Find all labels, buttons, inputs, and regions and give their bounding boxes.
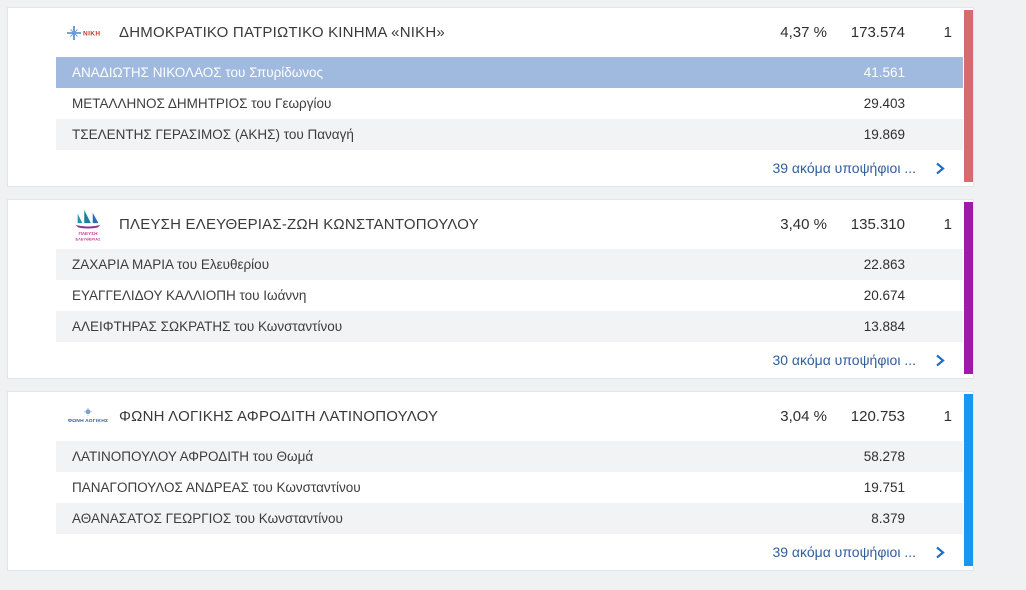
party-percent: 3,04 %	[780, 408, 827, 425]
party-name: ΠΛΕΥΣΗ ΕΛΕΥΘΕΡΙΑΣ-ΖΩΗ ΚΩΝΣΤΑΝΤΟΠΟΥΛΟΥ	[119, 216, 479, 233]
candidate-name: ΕΥΑΓΓΕΛΙΔΟΥ ΚΑΛΛΙΟΠΗ του Ιωάννη	[72, 288, 307, 303]
candidate-row[interactable]: ΛΑΤΙΝΟΠΟΥΛΟΥ ΑΦΡΟΔΙΤΗ του Θωμά 58.278	[56, 441, 963, 472]
more-candidates-link[interactable]: 30 ακόμα υποψήφιοι ...	[772, 352, 945, 368]
party-seats: 1	[943, 408, 952, 425]
party-seats: 1	[943, 216, 952, 233]
candidate-votes: 22.863	[863, 257, 905, 272]
party-votes: 135.310	[850, 216, 905, 233]
candidate-row-selected[interactable]: ΑΝΑΔΙΩΤΗΣ ΝΙΚΟΛΑΟΣ του Σπυρίδωνος 41.561	[56, 57, 963, 88]
party-header-row[interactable]: ΦΩΝΗ ΛΟΓΙΚΗΣ ΦΩΝΗ ΛΟΓΙΚΗΣ ΑΦΡΟΔΙΤΗ ΛΑΤΙΝ…	[8, 392, 973, 441]
candidate-votes: 8.379	[871, 511, 905, 526]
candidate-row[interactable]: ΜΕΤΑΛΛΗΝΟΣ ΔΗΜΗΤΡΙΟΣ του Γεωργίου 29.403	[56, 88, 963, 119]
candidate-row[interactable]: ΤΣΕΛΕΝΤΗΣ ΓΕΡΑΣΙΜΟΣ (ΑΚΗΣ) του Παναγή 19…	[56, 119, 963, 150]
party-color-bar	[964, 10, 973, 182]
candidate-votes: 20.674	[863, 288, 905, 303]
party-name: ΦΩΝΗ ΛΟΓΙΚΗΣ ΑΦΡΟΔΙΤΗ ΛΑΤΙΝΟΠΟΥΛΟΥ	[119, 408, 439, 425]
candidate-list: ΛΑΤΙΝΟΠΟΥΛΟΥ ΑΦΡΟΔΙΤΗ του Θωμά 58.278 ΠΑ…	[56, 441, 963, 534]
party-color-bar	[964, 202, 973, 374]
more-candidates-label: 39 ακόμα υποψήφιοι ...	[772, 544, 916, 560]
more-candidates-link[interactable]: 39 ακόμα υποψήφιοι ...	[772, 160, 945, 176]
party-votes: 173.574	[850, 24, 905, 41]
niki-party-logo-icon: ΝΙΚΗ	[66, 25, 110, 41]
more-candidates-label: 30 ακόμα υποψήφιοι ...	[772, 352, 916, 368]
candidate-row[interactable]: ΖΑΧΑΡΙΑ ΜΑΡΙΑ του Ελευθερίου 22.863	[56, 249, 963, 280]
candidate-votes: 58.278	[863, 449, 905, 464]
more-candidates-link[interactable]: 39 ακόμα υποψήφιοι ...	[772, 544, 945, 560]
svg-text:ΦΩΝΗ ΛΟΓΙΚΗΣ: ΦΩΝΗ ΛΟΓΙΚΗΣ	[68, 418, 108, 424]
more-candidates-label: 39 ακόμα υποψήφιοι ...	[772, 160, 916, 176]
card-footer: 30 ακόμα υποψήφιοι ...	[8, 342, 973, 378]
party-header-row[interactable]: ΠΛΕΥΣΗ ΕΛΕΥΘΕΡΙΑΣ ΠΛΕΥΣΗ ΕΛΕΥΘΕΡΙΑΣ-ΖΩΗ …	[8, 200, 973, 249]
party-percent: 4,37 %	[780, 24, 827, 41]
party-seats: 1	[943, 24, 952, 41]
candidate-name: ΛΑΤΙΝΟΠΟΥΛΟΥ ΑΦΡΟΔΙΤΗ του Θωμά	[72, 449, 314, 464]
candidate-name: ΜΕΤΑΛΛΗΝΟΣ ΔΗΜΗΤΡΙΟΣ του Γεωργίου	[72, 96, 332, 111]
candidate-list: ΖΑΧΑΡΙΑ ΜΑΡΙΑ του Ελευθερίου 22.863 ΕΥΑΓ…	[56, 249, 963, 342]
chevron-right-icon	[936, 546, 945, 558]
party-votes: 120.753	[850, 408, 905, 425]
party-card-niki: ΝΙΚΗ ΔΗΜΟΚΡΑΤΙΚΟ ΠΑΤΡΙΩΤΙΚΟ ΚΙΝΗΜΑ «ΝΙΚΗ…	[8, 8, 973, 186]
candidate-votes: 13.884	[863, 319, 905, 334]
chevron-right-icon	[936, 354, 945, 366]
candidate-row[interactable]: ΕΥΑΓΓΕΛΙΔΟΥ ΚΑΛΛΙΟΠΗ του Ιωάννη 20.674	[56, 280, 963, 311]
candidate-list: ΑΝΑΔΙΩΤΗΣ ΝΙΚΟΛΑΟΣ του Σπυρίδωνος 41.561…	[56, 57, 963, 150]
candidate-votes: 19.869	[863, 127, 905, 142]
svg-text:ΠΛΕΥΣΗ: ΠΛΕΥΣΗ	[79, 230, 99, 235]
party-header-row[interactable]: ΝΙΚΗ ΔΗΜΟΚΡΑΤΙΚΟ ΠΑΤΡΙΩΤΙΚΟ ΚΙΝΗΜΑ «ΝΙΚΗ…	[8, 8, 973, 57]
candidate-name: ΑΛΕΙΦΤΗΡΑΣ ΣΩΚΡΑΤΗΣ του Κωνσταντίνου	[72, 319, 343, 334]
svg-text:ΕΛΕΥΘΕΡΙΑΣ: ΕΛΕΥΘΕΡΙΑΣ	[76, 236, 102, 241]
candidate-name: ΖΑΧΑΡΙΑ ΜΑΡΙΑ του Ελευθερίου	[72, 257, 270, 272]
candidate-name: ΤΣΕΛΕΝΤΗΣ ΓΕΡΑΣΙΜΟΣ (ΑΚΗΣ) του Παναγή	[72, 127, 354, 142]
candidate-row[interactable]: ΑΛΕΙΦΤΗΡΑΣ ΣΩΚΡΑΤΗΣ του Κωνσταντίνου 13.…	[56, 311, 963, 342]
chevron-right-icon	[936, 162, 945, 174]
party-name: ΔΗΜΟΚΡΑΤΙΚΟ ΠΑΤΡΙΩΤΙΚΟ ΚΙΝΗΜΑ «ΝΙΚΗ»	[119, 24, 445, 41]
plefsi-eleftherias-party-logo-icon: ΠΛΕΥΣΗ ΕΛΕΥΘΕΡΙΑΣ	[66, 206, 110, 244]
party-card-plefsi-eleftherias: ΠΛΕΥΣΗ ΕΛΕΥΘΕΡΙΑΣ ΠΛΕΥΣΗ ΕΛΕΥΘΕΡΙΑΣ-ΖΩΗ …	[8, 200, 973, 378]
card-footer: 39 ακόμα υποψήφιοι ...	[8, 534, 973, 570]
candidate-votes: 19.751	[863, 480, 905, 495]
candidate-votes: 29.403	[863, 96, 905, 111]
party-color-bar	[964, 394, 973, 566]
foni-logikis-party-logo-icon: ΦΩΝΗ ΛΟΓΙΚΗΣ	[66, 407, 110, 426]
candidate-name: ΠΑΝΑΓΟΠΟΥΛΟΣ ΑΝΔΡΕΑΣ του Κωνσταντίνου	[72, 480, 361, 495]
card-footer: 39 ακόμα υποψήφιοι ...	[8, 150, 973, 186]
party-percent: 3,40 %	[780, 216, 827, 233]
candidate-row[interactable]: ΠΑΝΑΓΟΠΟΥΛΟΣ ΑΝΔΡΕΑΣ του Κωνσταντίνου 19…	[56, 472, 963, 503]
candidate-row[interactable]: ΑΘΑΝΑΣΑΤΟΣ ΓΕΩΡΓΙΟΣ του Κωνσταντίνου 8.3…	[56, 503, 963, 534]
candidate-votes: 41.561	[863, 65, 905, 80]
candidate-name: ΑΝΑΔΙΩΤΗΣ ΝΙΚΟΛΑΟΣ του Σπυρίδωνος	[72, 65, 324, 80]
candidate-name: ΑΘΑΝΑΣΑΤΟΣ ΓΕΩΡΓΙΟΣ του Κωνσταντίνου	[72, 511, 343, 526]
svg-text:ΝΙΚΗ: ΝΙΚΗ	[83, 30, 101, 37]
party-card-foni-logikis: ΦΩΝΗ ΛΟΓΙΚΗΣ ΦΩΝΗ ΛΟΓΙΚΗΣ ΑΦΡΟΔΙΤΗ ΛΑΤΙΝ…	[8, 392, 973, 570]
